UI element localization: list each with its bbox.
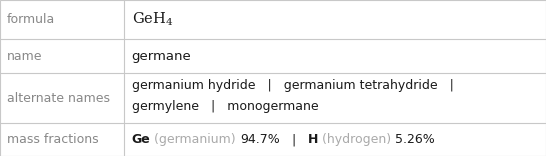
- Text: germanium hydride   |   germanium tetrahydride   |: germanium hydride | germanium tetrahydri…: [132, 79, 454, 92]
- Text: 94.7%: 94.7%: [240, 133, 280, 146]
- Text: germylene   |   monogermane: germylene | monogermane: [132, 100, 318, 113]
- Text: |: |: [280, 133, 308, 146]
- Text: formula: formula: [7, 13, 55, 26]
- Text: (germanium): (germanium): [150, 133, 240, 146]
- Text: mass fractions: mass fractions: [7, 133, 99, 146]
- Text: 5.26%: 5.26%: [395, 133, 435, 146]
- Text: name: name: [7, 50, 43, 63]
- Text: germane: germane: [132, 50, 191, 63]
- Text: (hydrogen): (hydrogen): [318, 133, 395, 146]
- Text: H: H: [308, 133, 318, 146]
- Text: $\mathregular{GeH_4}$: $\mathregular{GeH_4}$: [132, 11, 173, 28]
- Text: alternate names: alternate names: [7, 92, 110, 105]
- Text: Ge: Ge: [132, 133, 150, 146]
